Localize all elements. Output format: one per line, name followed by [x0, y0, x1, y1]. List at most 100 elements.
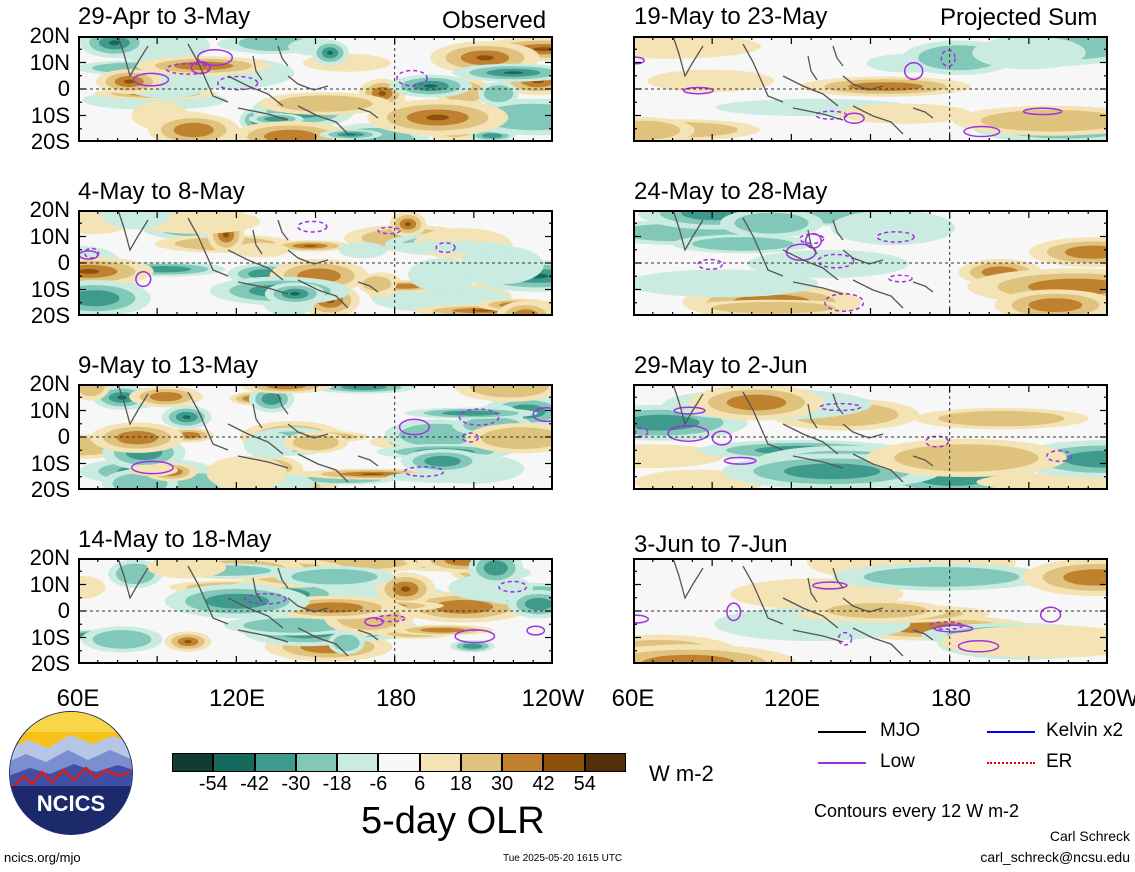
low-contour	[364, 616, 384, 627]
olr-positive-anomaly	[633, 36, 762, 59]
low-contour	[633, 56, 645, 65]
colorbar-tick: 42	[532, 773, 555, 795]
coastline	[357, 107, 379, 119]
heatmap-panel-2	[78, 210, 553, 316]
olr-positive-anomaly	[223, 231, 230, 238]
coastline	[742, 391, 784, 451]
olr-positive-anomaly	[469, 384, 549, 398]
coastline	[912, 107, 934, 119]
olr-positive-anomaly	[1028, 298, 1083, 312]
coastline	[792, 455, 844, 469]
coastline	[357, 455, 379, 467]
colorbar-cell	[543, 753, 585, 772]
coastline	[782, 249, 839, 281]
coastline	[252, 577, 263, 603]
olr-negative-anomaly	[205, 593, 270, 609]
low-contour	[1039, 606, 1062, 623]
low-contour	[132, 72, 170, 87]
coastline	[277, 45, 289, 67]
olr-positive-anomaly	[481, 427, 553, 450]
low-contour	[196, 48, 234, 67]
y-tick: 10N	[29, 223, 70, 249]
olr-positive-anomaly	[533, 47, 553, 52]
low-contour	[1046, 450, 1073, 463]
olr-negative-anomaly	[734, 212, 809, 234]
coastline	[237, 281, 289, 295]
coastline	[117, 558, 149, 600]
legend-label-mjo: MJO	[880, 720, 921, 741]
footer-timestamp: Tue 2025-05-20 1615 UTC	[503, 853, 623, 864]
low-contour	[398, 418, 431, 436]
coastline	[672, 558, 704, 600]
y-tick: 0	[57, 424, 70, 449]
units-label: W m-2	[649, 761, 714, 786]
colorbar-tick: 54	[573, 773, 596, 795]
low-contour	[723, 456, 757, 465]
y-tick: 0	[57, 598, 70, 623]
olr-negative-anomaly	[333, 634, 360, 651]
coastline	[252, 229, 263, 255]
olr-positive-anomaly	[206, 455, 287, 490]
olr-negative-anomaly	[863, 567, 1020, 587]
heatmap-panel-6	[633, 210, 1108, 316]
low-contour	[799, 233, 825, 245]
olr-negative-anomaly	[243, 432, 295, 459]
coastline	[287, 597, 329, 613]
olr-positive-anomaly	[400, 586, 411, 592]
low-contour	[498, 580, 528, 593]
low-contour	[165, 62, 211, 75]
legend-label-er: ER	[1046, 751, 1073, 772]
y-tick: 20S	[30, 303, 70, 328]
low-contour	[673, 406, 706, 415]
olr-positive-anomaly	[232, 242, 290, 258]
olr-negative-anomaly	[408, 258, 477, 292]
y-tick: 10S	[30, 276, 70, 302]
olr-positive-anomaly	[360, 473, 384, 475]
coastline	[237, 107, 289, 121]
colorbar-tick: -18	[322, 773, 352, 795]
low-contour	[726, 602, 742, 622]
coastline	[807, 229, 818, 255]
olr-negative-anomaly	[462, 643, 483, 649]
olr-positive-anomaly	[940, 625, 1108, 658]
panel-title-8: 3-Jun to 7-Jun	[634, 531, 788, 558]
low-contour	[633, 614, 650, 624]
y-tick: 20N	[29, 371, 70, 396]
olr-negative-anomaly	[291, 569, 378, 585]
olr-negative-anomaly	[341, 384, 388, 391]
olr-negative-anomaly	[388, 241, 514, 254]
y-tick: 10S	[30, 102, 70, 128]
coastline	[187, 217, 229, 277]
olr-negative-anomaly	[633, 269, 819, 298]
olr-positive-anomaly	[276, 95, 373, 112]
y-tick: 20N	[29, 23, 70, 48]
olr-negative-anomaly	[481, 133, 503, 139]
y-tick: 20S	[30, 129, 70, 154]
olr-negative-anomaly	[115, 563, 155, 585]
olr-negative-anomaly	[784, 463, 881, 480]
contour-note: Contours every 12 W m-2	[814, 801, 1020, 821]
olr-negative-anomaly	[1063, 450, 1108, 468]
low-contour	[130, 460, 174, 475]
coastline	[842, 423, 884, 439]
olr-positive-anomaly	[420, 627, 465, 633]
olr-positive-anomaly	[426, 114, 450, 121]
coastline	[807, 403, 818, 429]
legend-label-low: Low	[880, 751, 915, 772]
coastline	[742, 217, 784, 277]
heatmap-panel-7	[633, 384, 1108, 490]
coastline	[237, 455, 289, 469]
coastline	[672, 384, 704, 426]
low-contour	[957, 640, 1000, 653]
low-contour	[84, 247, 100, 259]
coastline	[277, 393, 289, 415]
coastline	[782, 423, 839, 455]
olr-negative-anomaly	[830, 210, 955, 245]
panel-title-7: 29-May to 2-Jun	[634, 352, 808, 379]
coastline	[287, 423, 329, 439]
legend-line-mjo	[818, 731, 866, 733]
olr-positive-anomaly	[147, 558, 226, 579]
olr-positive-anomaly	[173, 122, 214, 138]
footer-email: carl_schreck@ncsu.edu	[980, 849, 1130, 865]
heatmap-panel-1	[78, 36, 553, 142]
